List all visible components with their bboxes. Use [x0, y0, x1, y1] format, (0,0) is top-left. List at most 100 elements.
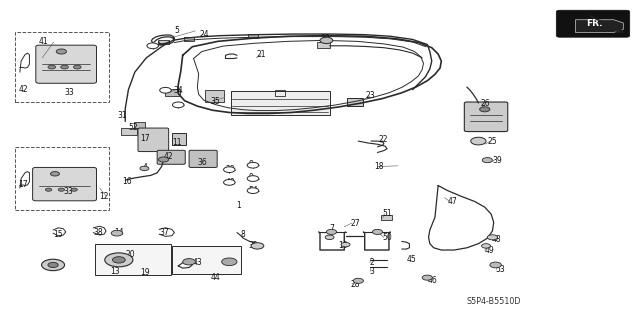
Circle shape — [247, 188, 259, 194]
Bar — [159, 40, 169, 44]
Text: 20: 20 — [126, 250, 136, 259]
FancyBboxPatch shape — [157, 150, 185, 164]
Text: 33: 33 — [63, 187, 73, 196]
Bar — [317, 42, 330, 48]
Text: 19: 19 — [140, 268, 150, 277]
Text: 17: 17 — [19, 181, 28, 189]
Text: 38: 38 — [93, 228, 103, 237]
Bar — [121, 128, 137, 135]
Text: 33: 33 — [65, 88, 74, 97]
Circle shape — [58, 188, 65, 191]
Circle shape — [326, 229, 337, 234]
Text: 46: 46 — [428, 276, 437, 285]
Circle shape — [159, 157, 169, 162]
Text: 53: 53 — [495, 264, 506, 274]
Circle shape — [247, 176, 259, 182]
Bar — [134, 122, 145, 128]
Circle shape — [247, 162, 259, 168]
Circle shape — [422, 275, 433, 280]
Bar — [205, 90, 224, 102]
Text: 47: 47 — [448, 197, 458, 206]
Bar — [348, 98, 364, 106]
Bar — [184, 37, 194, 41]
Text: 22: 22 — [379, 135, 388, 144]
Text: 39: 39 — [492, 156, 502, 165]
Text: 29: 29 — [225, 165, 235, 174]
Circle shape — [182, 259, 195, 265]
FancyBboxPatch shape — [189, 150, 217, 167]
Circle shape — [71, 188, 77, 191]
Text: 17: 17 — [140, 134, 150, 143]
Circle shape — [482, 158, 492, 163]
Text: 4: 4 — [143, 163, 147, 172]
Text: 52: 52 — [129, 123, 138, 132]
Text: 23: 23 — [366, 92, 376, 100]
Circle shape — [61, 65, 68, 69]
Bar — [230, 91, 330, 115]
Circle shape — [113, 257, 125, 263]
Text: 21: 21 — [256, 50, 266, 59]
Circle shape — [479, 107, 490, 112]
Text: 25: 25 — [487, 137, 497, 145]
Circle shape — [48, 263, 58, 268]
Circle shape — [111, 230, 123, 236]
Bar — [275, 90, 285, 96]
Circle shape — [470, 137, 486, 145]
Text: 36: 36 — [197, 158, 207, 167]
Text: 41: 41 — [39, 38, 49, 47]
Bar — [248, 34, 258, 39]
Text: 26: 26 — [481, 100, 490, 108]
Text: 35: 35 — [210, 97, 220, 106]
Text: 5: 5 — [174, 26, 179, 35]
Text: 31: 31 — [118, 111, 127, 120]
Polygon shape — [575, 20, 623, 33]
Circle shape — [481, 244, 490, 248]
Text: 2: 2 — [370, 258, 374, 267]
Text: 42: 42 — [19, 85, 28, 94]
Bar — [172, 246, 241, 274]
Circle shape — [487, 235, 497, 240]
Text: 30: 30 — [320, 34, 330, 43]
Circle shape — [320, 37, 333, 44]
Text: 3: 3 — [370, 267, 374, 276]
FancyBboxPatch shape — [556, 10, 630, 37]
Text: 37: 37 — [159, 228, 169, 237]
FancyBboxPatch shape — [465, 102, 508, 131]
Text: 43: 43 — [192, 258, 202, 267]
Text: 49: 49 — [484, 246, 495, 255]
Circle shape — [223, 167, 235, 173]
Text: 34: 34 — [173, 86, 183, 95]
Text: 28: 28 — [351, 279, 360, 288]
Circle shape — [341, 242, 350, 247]
Bar — [381, 215, 392, 220]
Circle shape — [105, 253, 133, 267]
Text: 18: 18 — [374, 162, 384, 171]
Text: 51: 51 — [383, 209, 392, 218]
Circle shape — [221, 258, 237, 266]
Circle shape — [56, 49, 67, 54]
Circle shape — [251, 243, 264, 249]
Circle shape — [173, 102, 184, 108]
Circle shape — [353, 278, 364, 283]
FancyBboxPatch shape — [33, 167, 97, 201]
Text: 13: 13 — [111, 267, 120, 276]
Text: 10: 10 — [338, 241, 348, 250]
Text: 27: 27 — [351, 219, 360, 228]
Circle shape — [147, 43, 159, 49]
Circle shape — [160, 87, 172, 93]
Text: 11: 11 — [172, 137, 181, 146]
Text: 14: 14 — [115, 228, 124, 237]
Text: 42: 42 — [164, 152, 173, 161]
Text: 48: 48 — [491, 235, 500, 244]
Circle shape — [51, 172, 60, 176]
Bar — [95, 244, 171, 275]
Bar — [15, 147, 109, 210]
Text: 32: 32 — [248, 241, 258, 250]
Text: 15: 15 — [53, 230, 63, 239]
Text: 24: 24 — [200, 30, 209, 39]
Circle shape — [223, 180, 235, 185]
Text: 44: 44 — [210, 273, 220, 282]
Text: 8: 8 — [240, 230, 245, 239]
Bar — [15, 33, 109, 102]
Circle shape — [42, 259, 65, 271]
